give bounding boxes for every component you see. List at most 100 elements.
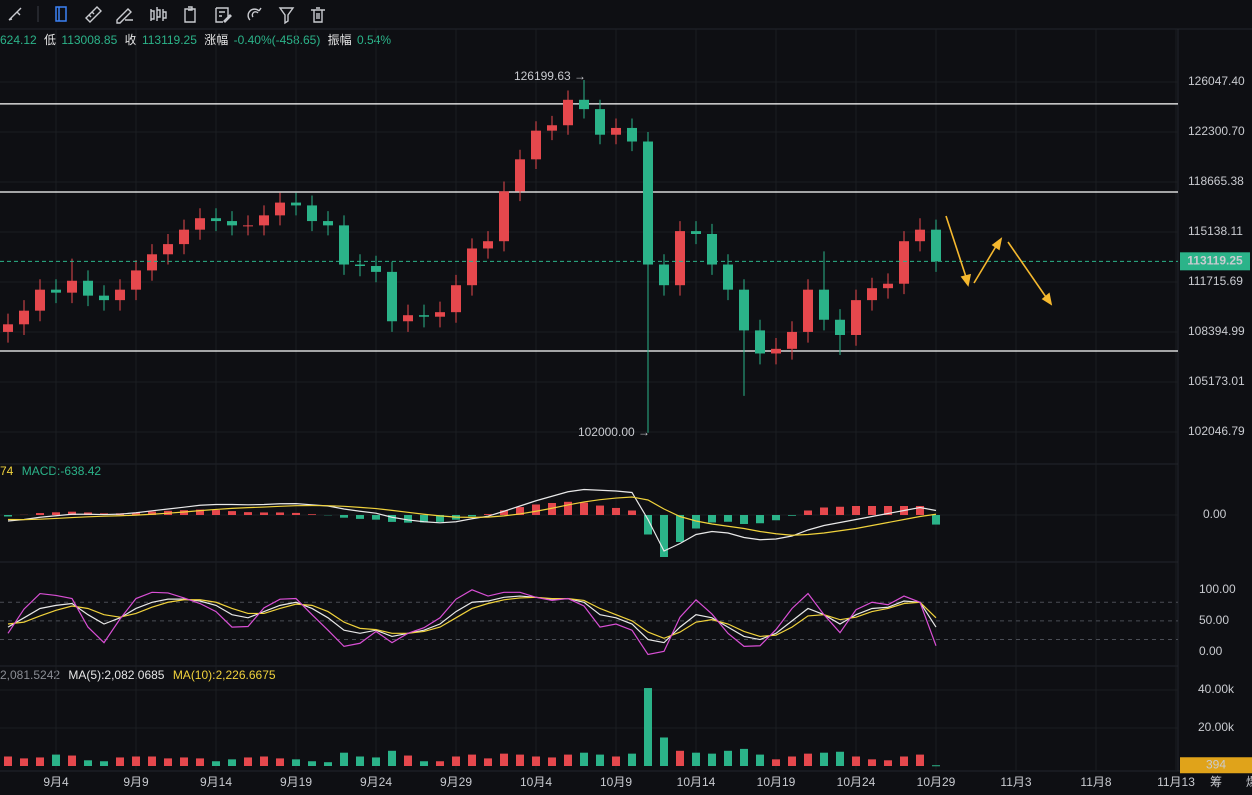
candle-body (643, 141, 653, 265)
candle-body (307, 205, 317, 222)
volume-bar (212, 761, 220, 766)
tool-magnet[interactable] (247, 7, 262, 21)
plot: 9月4 9月9 9月14 9月19 9月24 9月29 10月4 10月9 10月14 10月19… (0, 29, 1252, 789)
macd-bar (228, 511, 236, 515)
volume-bar (20, 758, 28, 766)
candle-body (243, 225, 253, 227)
candle-body (563, 99, 573, 126)
y-tick-label: 111715.69 (1188, 274, 1243, 288)
volume-bar (244, 757, 252, 766)
volume-bar (772, 759, 780, 766)
volume-bar (548, 757, 556, 766)
tool-delete[interactable] (311, 7, 325, 23)
volume-bar (628, 753, 636, 766)
candle-body (515, 159, 525, 192)
volume-bar (308, 761, 316, 766)
candle-body (531, 130, 541, 160)
macd-bar (196, 509, 204, 515)
tool-line[interactable] (8, 7, 22, 21)
tool-candle[interactable] (150, 7, 167, 21)
macd-bar (708, 515, 716, 523)
candle-body (275, 202, 285, 216)
macd-bar (692, 515, 700, 529)
kdj-k-line (7, 595, 937, 644)
candle-body (371, 265, 381, 272)
candle-body (851, 300, 861, 335)
x-tick-label: 9月4 (43, 775, 69, 789)
tool-bookmark[interactable] (55, 6, 67, 22)
current-price-label: 113119.25 (1187, 253, 1243, 267)
tool-filter[interactable] (278, 7, 295, 25)
macd-bar (788, 515, 796, 516)
x-tick-label: 10月14 (677, 775, 716, 789)
tool-pen[interactable] (116, 8, 133, 24)
macd-bar (132, 512, 140, 515)
candle-body (755, 330, 765, 354)
burst-button[interactable]: 爆 (1246, 775, 1252, 789)
macd-bar (548, 503, 556, 515)
volume-last-label: 394 (1206, 757, 1226, 771)
candle-body (195, 218, 205, 230)
candle-body (403, 315, 413, 322)
arrow-head (991, 237, 1003, 251)
macd-bar (340, 515, 348, 518)
volume-bar (68, 755, 76, 766)
volume-tick-label: 40.00k (1198, 682, 1235, 696)
volume-bar (932, 765, 940, 767)
candle-body (51, 289, 61, 293)
y-tick-label: 108394.99 (1188, 324, 1245, 338)
x-tick-label: 9月9 (123, 775, 149, 789)
candle-body (803, 289, 813, 332)
kdj-d-line (7, 596, 937, 639)
chip-button[interactable]: 筹 (1210, 775, 1222, 789)
candle-body (451, 285, 461, 313)
macd-bar (36, 513, 44, 515)
candle-body (723, 264, 733, 290)
volume-bar (580, 752, 588, 766)
candle-body (35, 289, 45, 311)
macd-bar (580, 502, 588, 515)
volume-bar (52, 754, 60, 766)
volume-bar (836, 751, 844, 766)
candle-body (387, 271, 397, 322)
macd-bar (772, 515, 780, 521)
candle-body (163, 244, 173, 255)
amplitude-key: 振幅 (328, 32, 352, 47)
low-key: 低 (44, 33, 56, 47)
candle-body (3, 324, 13, 332)
candle-body (691, 231, 701, 234)
x-tick-label: 9月29 (440, 775, 472, 789)
candle-body (547, 125, 557, 131)
y-tick-label: 126047.40 (1188, 74, 1245, 88)
x-tick-label: 9月24 (360, 775, 392, 789)
y-tick-label: 115138.11 (1188, 224, 1243, 238)
arrow-head (1041, 292, 1053, 306)
macd-bar (372, 515, 380, 520)
arrow-up (973, 242, 999, 284)
x-tick-label: 10月9 (600, 775, 632, 789)
macd-dif-line (7, 488, 937, 552)
macd-bar (260, 512, 268, 515)
volume-bar (388, 750, 396, 766)
macd-bar (596, 505, 604, 515)
macd-bar (612, 507, 620, 515)
tool-edit[interactable] (215, 7, 232, 23)
extreme-label: 126199.63 → (514, 69, 586, 83)
ohlc-header: 624.12 低 113008.85 收 113119.25 涨幅 -0.40%… (0, 32, 391, 47)
volume-bar (756, 754, 764, 766)
dea-fragment: 74 (0, 464, 14, 478)
tool-clipboard[interactable] (184, 6, 196, 23)
volume-bar (436, 761, 444, 766)
candle-body (323, 221, 333, 226)
x-tick-label: 10月19 (757, 775, 796, 789)
macd-bar (308, 514, 316, 515)
volume-bar (452, 756, 460, 766)
volume-bar (708, 753, 716, 766)
candle-body (819, 289, 829, 320)
tool-ruler[interactable] (85, 6, 102, 23)
volume-bar (596, 754, 604, 766)
candle-body (435, 312, 445, 317)
high-fragment: 624.12 (0, 33, 37, 47)
volume-header: 2,081.5242 MA(5):2,082.0685 MA(10):2,226… (0, 668, 276, 682)
